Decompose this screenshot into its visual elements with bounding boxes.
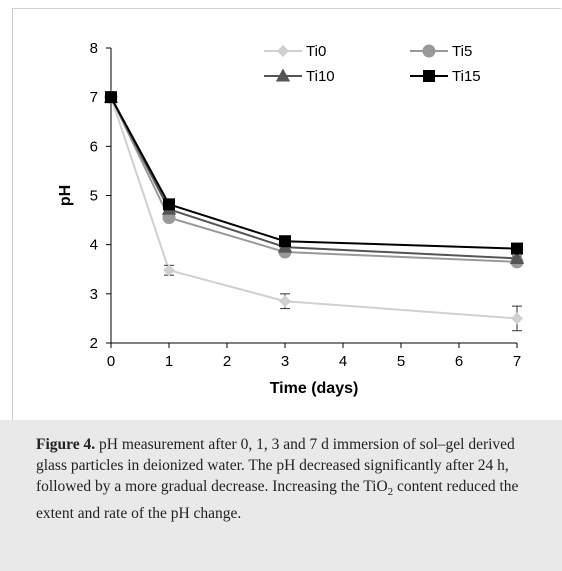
y-tick-label: 5 [90, 188, 98, 205]
x-tick-label: 0 [107, 353, 115, 370]
y-tick-label: 2 [90, 335, 98, 352]
data-point [279, 235, 291, 248]
x-tick-label: 1 [165, 353, 173, 370]
legend-label: Ti5 [452, 43, 472, 60]
series-line [110, 96, 518, 320]
caption-text-part2: content reduced the extent and rate of t… [36, 478, 519, 523]
legend-marker [423, 70, 435, 82]
caption-text: pH measurement after 0, 1, 3 and 7 d imm… [36, 436, 518, 522]
legend-item-ti10: Ti10 [264, 68, 335, 85]
legend-item-ti5: Ti5 [410, 43, 472, 60]
chart-axes: 2 3 4 5 6 7 8 0 1 2 3 4 5 6 7 [90, 40, 522, 370]
legend-label: Ti10 [306, 68, 335, 85]
chart-series-layer [103, 89, 525, 332]
legend-label: Ti15 [452, 68, 481, 85]
ph-line-chart: 2 3 4 5 6 7 8 0 1 2 3 4 5 6 7 Ti0 Ti5 Ti10 Ti15 Time (day… [57, 40, 525, 397]
series-ti10 [103, 89, 525, 264]
legend-item-ti0: Ti0 [264, 43, 326, 60]
x-tick-label: 3 [281, 353, 289, 370]
y-tick-label: 3 [90, 286, 98, 303]
y-tick-label: 8 [90, 40, 98, 57]
x-tick-label: 4 [339, 353, 347, 370]
data-point [279, 295, 291, 308]
y-tick-label: 4 [90, 237, 98, 254]
data-point [105, 91, 117, 104]
legend-label: Ti0 [306, 43, 326, 60]
data-point [511, 242, 523, 255]
x-tick-label: 7 [513, 353, 521, 370]
figure-caption: Figure 4. pH measurement after 0, 1, 3 a… [36, 434, 536, 524]
legend-item-ti15: Ti15 [410, 68, 481, 85]
figure-frame [12, 8, 561, 564]
data-point [163, 264, 175, 277]
legend-marker [277, 45, 289, 57]
caption-figure-label: Figure 4. [36, 436, 96, 453]
y-tick-label: 7 [90, 89, 98, 106]
data-point [509, 250, 525, 264]
series-line [110, 96, 518, 250]
y-tick-label: 6 [90, 138, 98, 155]
x-axis-title: Time (days) [270, 380, 359, 397]
y-axis-title: pH [57, 185, 74, 206]
data-point [163, 198, 175, 211]
x-tick-label: 2 [223, 353, 231, 370]
data-point [511, 312, 523, 325]
x-tick-label: 5 [397, 353, 405, 370]
series-line [110, 96, 518, 263]
caption-text-part1: pH measurement after 0, 1, 3 and 7 d imm… [36, 436, 515, 495]
legend-marker [422, 44, 436, 58]
chart-legend: Ti0 Ti5 Ti10 Ti15 [264, 43, 481, 85]
series-ti15 [105, 91, 523, 255]
caption-subscript: 2 [387, 486, 394, 499]
series-line [110, 96, 518, 260]
caption-background [0, 420, 562, 571]
x-tick-label: 6 [455, 353, 463, 370]
legend-marker [275, 68, 291, 82]
